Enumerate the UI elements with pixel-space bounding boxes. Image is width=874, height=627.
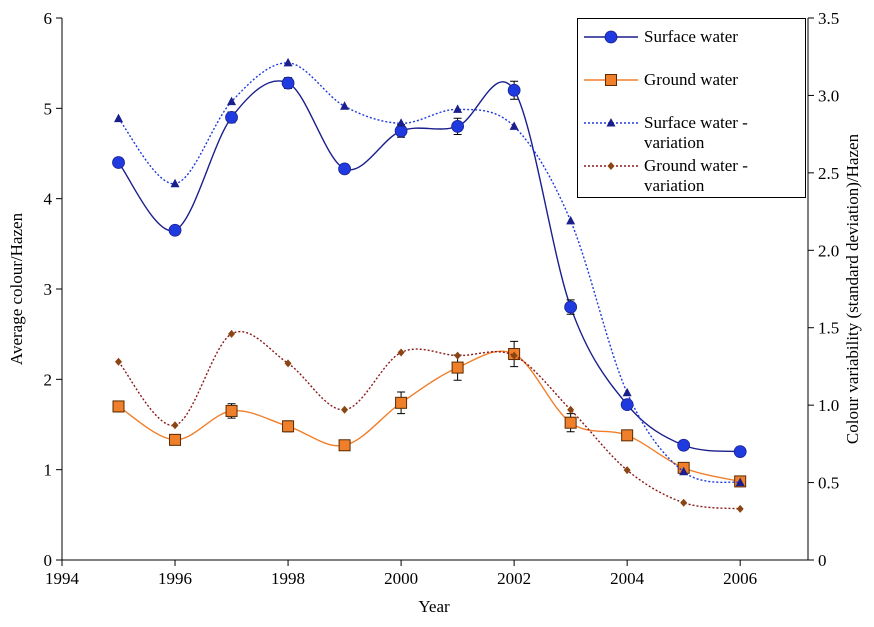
marker: [284, 359, 292, 368]
x-tick-label: 1994: [45, 569, 80, 588]
marker: [112, 156, 125, 169]
y-tick-label: 4: [44, 190, 53, 209]
marker: [606, 118, 616, 127]
x-tick-label: 1998: [271, 569, 305, 588]
marker: [735, 477, 745, 487]
legend-item: Surface water - variation: [578, 109, 805, 152]
x-tick-label: 2000: [384, 569, 418, 588]
marker: [451, 120, 465, 133]
marker: [340, 101, 350, 110]
y-tick-label: 6: [44, 9, 53, 28]
marker: [736, 504, 744, 513]
marker: [677, 438, 691, 452]
marker: [507, 83, 521, 97]
marker: [114, 113, 124, 123]
marker: [282, 420, 295, 433]
marker: [451, 361, 464, 374]
marker: [604, 30, 618, 44]
marker: [620, 398, 634, 412]
marker: [283, 57, 293, 67]
marker: [396, 118, 406, 127]
legend-item: Surface water: [578, 23, 805, 66]
legend-item: Ground water: [578, 66, 805, 109]
y-tick-label: 5: [44, 99, 53, 118]
marker: [395, 396, 408, 409]
legend-label: Ground water: [644, 70, 738, 89]
x-tick-label: 2002: [497, 569, 531, 588]
marker: [509, 121, 519, 130]
marker: [170, 178, 180, 188]
marker: [680, 498, 688, 507]
marker: [115, 357, 123, 366]
marker: [171, 421, 179, 430]
marker: [605, 74, 617, 86]
marker: [228, 329, 236, 338]
legend: Surface water Ground water Surface water -…: [577, 18, 806, 198]
y2-tick-label: 3.0: [818, 86, 839, 105]
y2-tick-label: 1.0: [818, 396, 839, 415]
legend-label: Surface water: [644, 27, 738, 46]
x-axis-label: Year: [418, 597, 450, 616]
marker: [564, 416, 577, 429]
marker: [566, 215, 576, 225]
marker: [623, 466, 631, 475]
legend-swatch: [584, 30, 638, 44]
marker: [621, 429, 634, 442]
y2-tick-label: 2.5: [818, 164, 839, 183]
legend-label: Ground water - variation: [644, 156, 748, 195]
series-line: [117, 80, 741, 453]
marker: [733, 445, 747, 459]
y-axis-label: Average colour/Hazen: [7, 212, 26, 365]
marker: [225, 110, 238, 124]
y-tick-label: 2: [44, 370, 53, 389]
marker: [227, 96, 237, 106]
marker: [112, 400, 125, 413]
y-tick-label: 0: [44, 551, 53, 570]
marker: [453, 104, 463, 113]
marker: [338, 439, 351, 452]
marker: [510, 351, 518, 360]
y-tick-label: 1: [44, 461, 53, 480]
series-line: [118, 350, 741, 483]
legend-label: Surface water - variation: [644, 113, 748, 152]
marker: [454, 351, 462, 360]
marker: [607, 162, 615, 170]
marker: [225, 404, 238, 417]
y2-axis-label: Colour variability (standard deviation)/…: [843, 133, 862, 444]
marker: [397, 348, 405, 357]
legend-swatch: [584, 162, 638, 170]
x-tick-label: 2004: [610, 569, 645, 588]
marker: [169, 433, 182, 446]
y2-tick-label: 2.0: [818, 241, 839, 260]
marker: [567, 405, 575, 414]
marker: [341, 405, 349, 414]
marker: [622, 387, 632, 397]
x-tick-label: 2006: [723, 569, 757, 588]
marker: [679, 466, 689, 476]
y2-tick-label: 1.5: [818, 319, 839, 338]
y2-tick-label: 0.5: [818, 474, 839, 493]
y2-tick-label: 3.5: [818, 9, 839, 28]
legend-swatch: [584, 118, 638, 127]
x-tick-label: 1996: [158, 569, 192, 588]
legend-item: Ground water - variation: [578, 152, 805, 195]
y-tick-label: 3: [44, 280, 53, 299]
marker: [338, 162, 351, 176]
marker: [564, 300, 578, 314]
legend-swatch: [584, 74, 638, 86]
y2-tick-label: 0: [818, 551, 827, 570]
marker: [281, 76, 295, 90]
marker: [168, 223, 182, 237]
